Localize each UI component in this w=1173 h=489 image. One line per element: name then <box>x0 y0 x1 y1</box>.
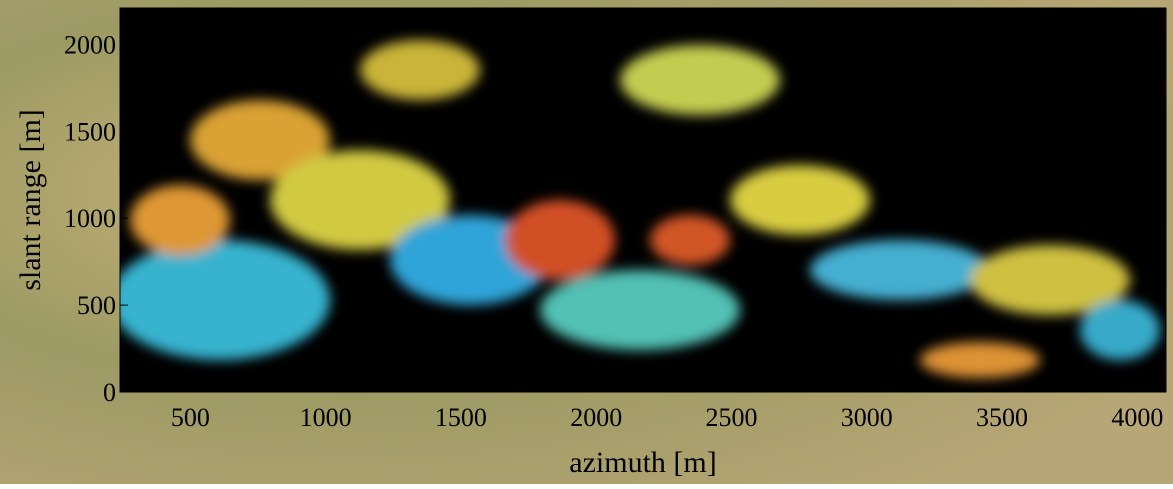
x-tick-label: 3500 <box>976 403 1028 432</box>
x-tick-label: 1000 <box>300 403 352 432</box>
x-tick-label: 2500 <box>705 403 757 432</box>
y-tick-label: 2000 <box>64 30 116 59</box>
plot-area <box>110 8 1166 392</box>
y-tick-label: 1500 <box>64 117 116 146</box>
x-tick-label: 3000 <box>841 403 893 432</box>
chart: 500 1000 1500 2000 2500 3000 3500 4000 0 500 1000 1… <box>0 0 1173 484</box>
y-tick-label: 500 <box>77 291 116 320</box>
y-tick-label: 1000 <box>64 204 116 233</box>
x-tick-label: 500 <box>171 403 210 432</box>
x-axis-label: azimuth [m] <box>569 446 716 479</box>
page: {"chart_data": {"type": "image", "x_labe… <box>0 0 1173 484</box>
y-axis-label: slant range [m] <box>14 109 47 291</box>
x-tick-label: 1500 <box>435 403 487 432</box>
x-tick-label: 2000 <box>570 403 622 432</box>
x-tick-label: 4000 <box>1111 403 1163 432</box>
y-tick-label: 0 <box>103 378 116 407</box>
